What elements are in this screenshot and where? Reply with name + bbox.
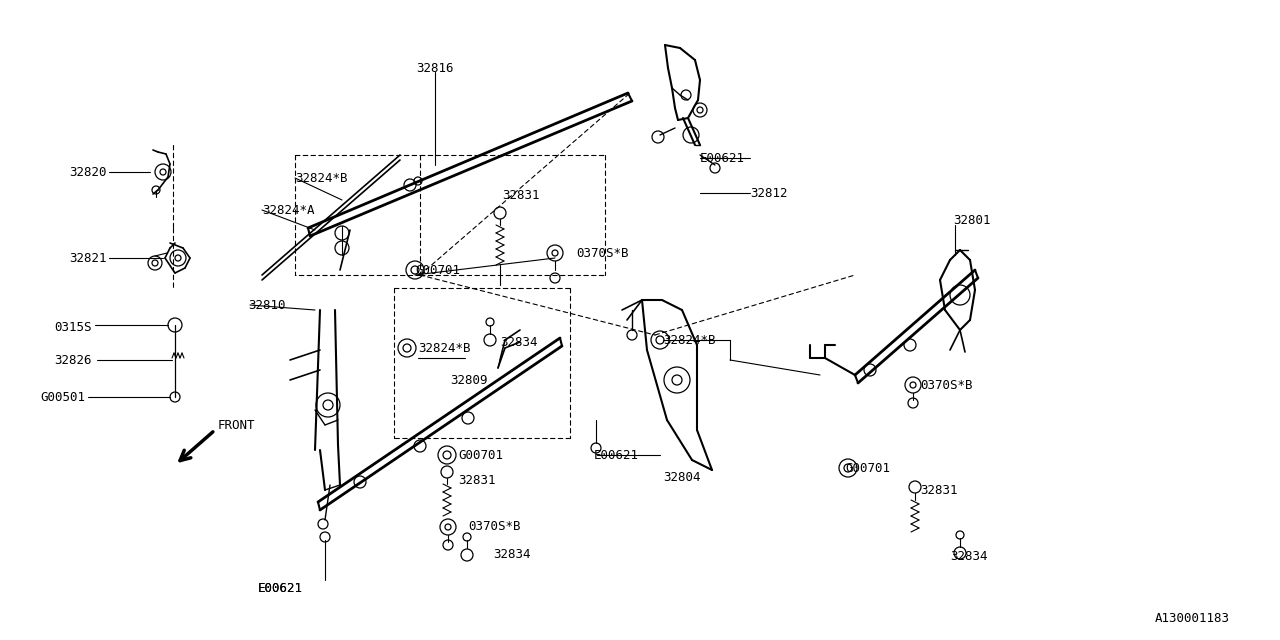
- Text: 32831: 32831: [920, 483, 957, 497]
- Text: 32826: 32826: [55, 353, 92, 367]
- Text: 32801: 32801: [954, 214, 991, 227]
- Text: 32834: 32834: [493, 548, 530, 561]
- Text: 0315S: 0315S: [55, 321, 92, 333]
- Text: 32810: 32810: [248, 298, 285, 312]
- Text: E00621: E00621: [700, 152, 745, 164]
- Text: A130001183: A130001183: [1155, 611, 1230, 625]
- Text: 32824*B: 32824*B: [294, 172, 347, 184]
- Text: 32824*B: 32824*B: [419, 342, 471, 355]
- Text: 32831: 32831: [502, 189, 539, 202]
- Text: 32816: 32816: [416, 61, 453, 74]
- Text: 32834: 32834: [950, 550, 987, 563]
- Text: G00701: G00701: [458, 449, 503, 461]
- Text: 0370S*B: 0370S*B: [576, 246, 628, 259]
- Text: 32834: 32834: [500, 335, 538, 349]
- Text: 32821: 32821: [69, 252, 108, 264]
- Text: G00701: G00701: [415, 264, 460, 276]
- Text: G00701: G00701: [845, 461, 890, 474]
- Text: 0370S*B: 0370S*B: [920, 378, 973, 392]
- Text: E00621: E00621: [257, 582, 302, 595]
- Text: 32831: 32831: [458, 474, 495, 486]
- Text: 32804: 32804: [663, 470, 700, 483]
- Text: E00621: E00621: [257, 582, 302, 595]
- Text: 32820: 32820: [69, 166, 108, 179]
- Text: E00621: E00621: [594, 449, 639, 461]
- Text: 32824*B: 32824*B: [663, 333, 716, 346]
- Text: G00501: G00501: [40, 390, 84, 403]
- Text: 0370S*B: 0370S*B: [468, 520, 521, 534]
- Text: 32812: 32812: [750, 186, 787, 200]
- Text: 32809: 32809: [451, 374, 488, 387]
- Text: FRONT: FRONT: [218, 419, 256, 431]
- Text: 32824*A: 32824*A: [262, 204, 315, 216]
